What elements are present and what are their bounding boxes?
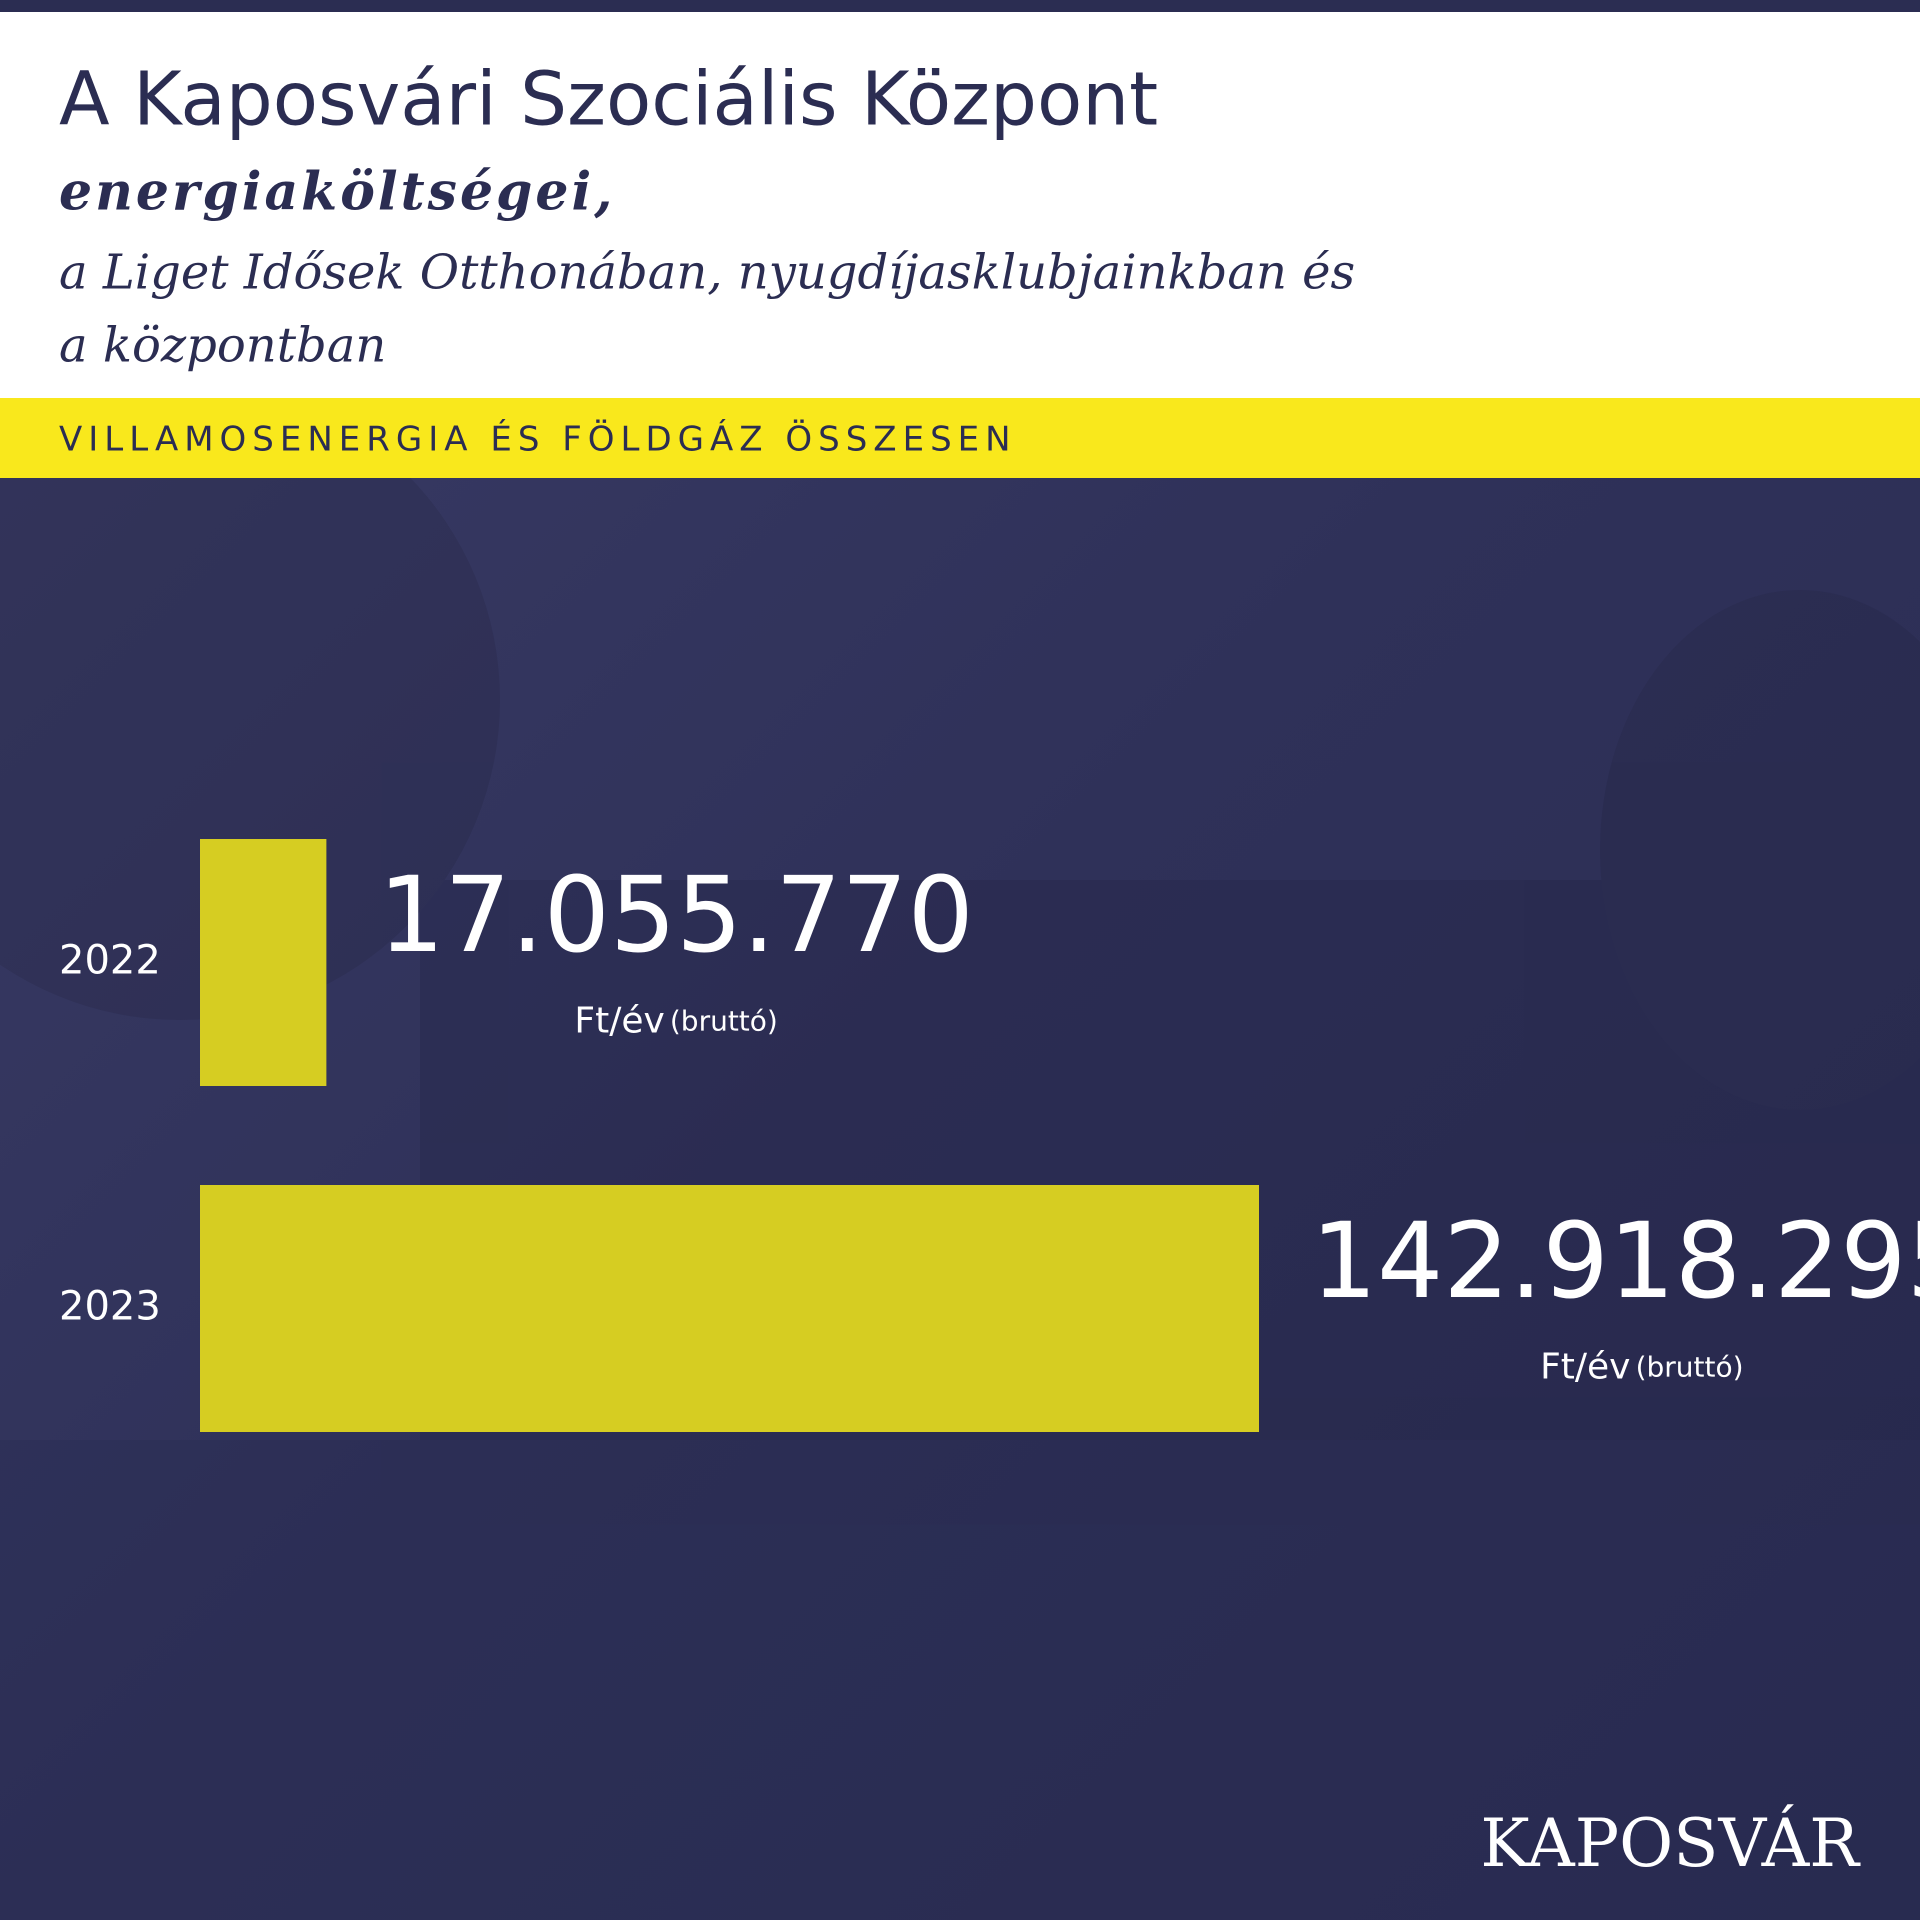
- unit-label: Ft/év (bruttó): [574, 1001, 777, 1042]
- header: [0, 12, 1920, 398]
- brand-logo: KAPOSVÁR: [1480, 1805, 1861, 1882]
- unit-label: Ft/év (bruttó): [1540, 1347, 1743, 1388]
- unit-note: (bruttó): [670, 1005, 778, 1038]
- unit-note: (bruttó): [1636, 1351, 1744, 1384]
- category-label: 2023: [59, 1284, 161, 1330]
- bar: [200, 839, 327, 1086]
- subtitle: energiaköltségei,: [59, 162, 615, 223]
- category-label: 2022: [59, 938, 161, 984]
- section-band: [0, 398, 1920, 478]
- value-label: 17.055.770: [378, 854, 973, 976]
- background-photo: [0, 380, 1920, 1920]
- unit: Ft/év: [574, 1001, 664, 1042]
- bar: [200, 1185, 1259, 1432]
- title: A Kaposvári Szociális Központ: [59, 57, 1158, 143]
- top-stripe: [0, 0, 1920, 12]
- unit: Ft/év: [1540, 1347, 1630, 1388]
- section-label: VILLAMOSENERGIA ÉS FÖLDGÁZ ÖSSZESEN: [59, 419, 1017, 460]
- description-line: a központban: [59, 318, 386, 374]
- value-label: 142.918.295: [1311, 1200, 1920, 1322]
- description-line: a Liget Idősek Otthonában, nyugdíjasklub…: [59, 245, 1355, 301]
